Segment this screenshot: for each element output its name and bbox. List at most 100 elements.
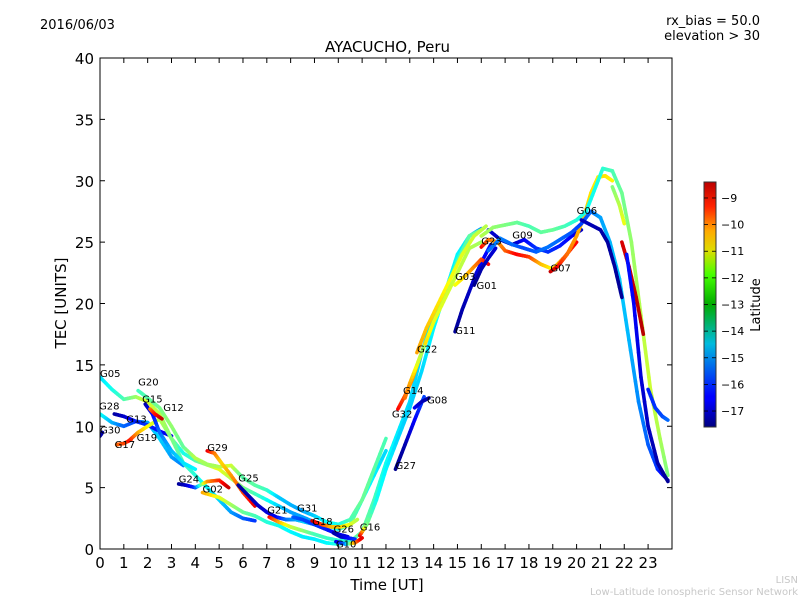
series-segment: [664, 467, 670, 478]
series-segment: [635, 338, 641, 355]
satellite-label-g23: G23: [481, 237, 501, 248]
satellite-label-g05: G05: [100, 369, 120, 380]
series-segment: [609, 178, 615, 183]
satellite-label-g20: G20: [138, 378, 158, 389]
series-segment: [631, 252, 637, 269]
x-tick-label: 13: [400, 554, 419, 572]
satellite-label-g13: G13: [126, 414, 146, 425]
x-tick-label: 0: [95, 554, 105, 572]
series-g28: [100, 412, 186, 468]
x-tick-label: 4: [191, 554, 201, 572]
y-tick-label: 35: [75, 111, 94, 129]
satellite-label-g08: G08: [427, 396, 447, 407]
series-g08: [412, 396, 431, 410]
satellite-label-g22: G22: [417, 345, 437, 356]
series-g02: [200, 226, 484, 546]
x-axis: 0 1 2 3 4 5 6 7 8 9 10 11 12 13 14 15 16 17 18 19 20 21 22 23: [95, 58, 658, 572]
series-segment: [485, 261, 491, 267]
series-segment: [477, 240, 484, 245]
series-g01: [472, 246, 498, 287]
series-g18: [310, 517, 360, 529]
series-g12: [148, 407, 164, 421]
credit-long: Low-Latitude Ionospheric Sensor Network: [590, 587, 798, 598]
satellite-label-g18: G18: [312, 517, 332, 528]
satellite-label-g09: G09: [512, 230, 532, 241]
x-tick-label: 21: [591, 554, 610, 572]
satellite-label-g27: G27: [395, 461, 415, 472]
settings-info: rx_bias = 50.0 elevation > 30: [664, 14, 760, 44]
series-layer: [100, 166, 670, 546]
series-segment: [643, 350, 650, 367]
satellite-label-g25: G25: [238, 473, 258, 484]
x-tick-label: 11: [353, 554, 372, 572]
satellite-label-g12: G12: [163, 403, 183, 414]
series-g06f: [624, 252, 670, 484]
colorbar-tick-label: −12: [721, 272, 744, 285]
colorbar-tick-label: −16: [721, 378, 744, 391]
colorbar-tick-label: −15: [721, 352, 744, 365]
x-tick-label: 17: [496, 554, 515, 572]
x-axis-label: Time [UT]: [349, 576, 423, 594]
series-g06b: [486, 209, 670, 483]
x-tick-label: 6: [238, 554, 248, 572]
series-segment: [251, 501, 257, 508]
series-g10: [334, 536, 364, 546]
colorbar-tick-label: −11: [721, 245, 744, 258]
x-tick-label: 12: [376, 554, 395, 572]
series-segment: [572, 240, 579, 247]
series-segment: [633, 313, 638, 330]
satellite-label-g17: G17: [115, 440, 135, 451]
y-tick-label: 0: [84, 541, 94, 559]
credit-short: LISN: [775, 575, 798, 586]
series-segment: [380, 448, 388, 461]
x-tick-label: 5: [214, 554, 224, 572]
series-g27: [393, 394, 426, 472]
rx-bias-label: rx_bias = 50.0: [666, 14, 760, 29]
satellite-label-g30: G30: [100, 426, 120, 437]
x-tick-label: 8: [286, 554, 296, 572]
y-axis: 0 5 10 15 20 25 30 35 40: [75, 50, 672, 559]
series-segment: [637, 363, 643, 379]
series-segment: [631, 301, 637, 318]
satellite-label-g11: G11: [455, 326, 475, 337]
series-segment: [425, 396, 431, 401]
x-tick-label: 14: [424, 554, 443, 572]
series-g14: [403, 344, 426, 400]
x-tick-label: 20: [567, 554, 586, 572]
series-segment: [354, 517, 360, 523]
x-tick-label: 7: [262, 554, 272, 572]
y-tick-label: 10: [75, 418, 94, 436]
satellite-label-g32: G32: [392, 410, 412, 421]
colorbar-tick-label: −9: [721, 192, 737, 205]
y-tick-label: 5: [84, 480, 94, 498]
series-g06: [479, 166, 670, 478]
satellite-label-g28: G28: [99, 402, 119, 413]
x-tick-label: 23: [639, 554, 658, 572]
x-tick-label: 2: [143, 554, 153, 572]
series-segment: [618, 290, 624, 300]
y-tick-label: 30: [75, 173, 94, 191]
y-tick-label: 20: [75, 296, 94, 314]
satellite-label-g16: G16: [360, 523, 380, 534]
satellite-label-g15: G15: [142, 395, 162, 406]
colorbar-ticks: −9 −10 −11 −12 −13 −14 −15 −16 −17: [704, 192, 744, 418]
y-tick-label: 25: [75, 234, 94, 252]
y-axis-label: TEC [UNITS]: [52, 258, 70, 350]
series-segment: [421, 344, 426, 352]
series-g06c: [579, 218, 624, 300]
satellite-label-g29: G29: [207, 443, 227, 454]
series-g26: [331, 531, 357, 541]
series-segment: [359, 536, 364, 541]
series-segment: [636, 350, 642, 367]
series-segment: [191, 466, 198, 472]
series-segment: [647, 375, 653, 392]
colorbar-tick-label: −14: [721, 325, 744, 338]
series-segment: [225, 484, 231, 490]
chart-title: AYACUCHO, Peru: [324, 38, 451, 56]
series-segment: [629, 240, 635, 257]
series-segment: [642, 338, 648, 355]
x-tick-label: 1: [119, 554, 129, 572]
series-segment: [621, 218, 627, 226]
